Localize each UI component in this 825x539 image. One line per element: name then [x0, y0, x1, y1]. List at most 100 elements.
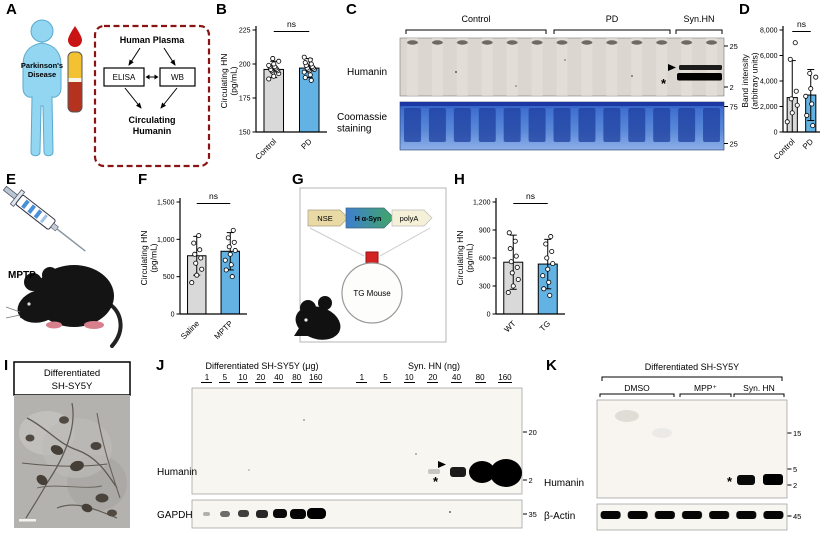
wb-label: WB: [171, 73, 184, 82]
row-label-actin: β-Actin: [544, 511, 575, 522]
protein-band: [469, 461, 495, 483]
svg-text:(arbitrary units): (arbitrary units): [750, 52, 760, 109]
panel-label-j: J: [156, 357, 165, 374]
coomassie-gel: 75 25 Coomassie staining: [337, 101, 738, 151]
band-asterisk: *: [433, 474, 439, 489]
protein-band: [220, 511, 230, 517]
wb-box: [159, 67, 196, 87]
lane-label: 160: [309, 373, 323, 384]
mw-marker: 45: [793, 512, 801, 521]
elisa-label: ELISA: [113, 73, 136, 82]
svg-text:500: 500: [163, 274, 175, 281]
svg-text:Control: Control: [254, 137, 279, 162]
panel-label-k: K: [546, 357, 557, 374]
scale-bar: [19, 519, 36, 522]
svg-text:Circulating HN: Circulating HN: [455, 231, 465, 286]
svg-text:6,000: 6,000: [760, 53, 778, 60]
svg-text:ns: ns: [797, 19, 806, 29]
group-label-mpp: MPP⁺: [694, 383, 717, 393]
row-label-humanin: Humanin: [347, 67, 387, 78]
row-label-humanin: Humanin: [157, 467, 197, 478]
patient-label: Disease: [28, 70, 56, 79]
svg-text:2,000: 2,000: [760, 104, 778, 111]
gapdh-blot: 35 GAPDH: [157, 499, 537, 529]
svg-text:Band intensity: Band intensity: [740, 54, 750, 108]
svg-text:1,000: 1,000: [157, 237, 175, 244]
lane-group-title-syn-hn: Syn. HN (ng): [407, 361, 460, 371]
lane-label: 40: [273, 373, 285, 384]
transgenic-construct-diagram: NSE H α-Syn polyA TG Mouse: [294, 187, 447, 343]
dose-response-western-blot: * 20 2 Humanin 35 GAPDH: [157, 387, 537, 529]
mw-marker: 2: [730, 83, 734, 92]
group-label-syn-hn: Syn.HN: [683, 14, 714, 24]
bar-chart-circulating-hn-pd: 150 175 200 225 Circulating HN (pg/mL) Control…: [219, 14, 330, 166]
svg-text:PD: PD: [299, 137, 313, 151]
panel-k: K Differentiated SH-SY5Y DMSO MPP⁺ Syn. …: [542, 358, 825, 537]
protein-band: [737, 475, 755, 485]
actin-blot: 45 β-Actin: [544, 503, 801, 531]
svg-text:175: 175: [239, 96, 251, 103]
patient-label: Parkinson's: [21, 61, 63, 70]
protein-band: [238, 510, 249, 517]
svg-text:900: 900: [479, 228, 491, 235]
panel-label-i: I: [4, 357, 9, 374]
lane-label: 80: [291, 373, 303, 384]
lane-label: 10: [403, 373, 415, 384]
patient-illustration: Parkinson's Disease: [21, 19, 63, 157]
bar-chart-circulating-hn-mptp: 0 500 1,000 1,500 Circulating HN (pg/mL) Salin…: [139, 186, 250, 348]
panel-i: I Differentiated SH-SY5Y: [2, 358, 154, 537]
blood-sample-illustration: [67, 26, 83, 113]
tg-mouse-circle: [341, 262, 403, 324]
panel-d: D 0 2,000 4,000 6,000 8,000 Band intensity (ar…: [733, 2, 825, 172]
lane-group-brackets: DMSO MPP⁺ Syn. HN: [599, 383, 785, 397]
panel-a: A Parkinson's Disease: [2, 2, 214, 170]
group-label-control: Control: [461, 14, 490, 24]
panel-e: E: [2, 172, 132, 358]
group-label-dmso: DMSO: [624, 383, 650, 393]
row-label-gapdh: GAPDH: [157, 510, 193, 521]
panel-label-a: A: [6, 1, 17, 18]
dashed-box: [93, 24, 211, 168]
outcome-label: Humanin: [133, 126, 172, 136]
lane-label: 80: [474, 373, 486, 384]
svg-text:Circulating HN: Circulating HN: [219, 54, 229, 109]
svg-text:MPTP: MPTP: [213, 319, 235, 341]
double-arrow-icon: [145, 74, 150, 80]
lane-label: 10: [237, 373, 249, 384]
lane-label: 5: [379, 373, 391, 384]
blood-drop-icon: [68, 26, 82, 47]
panel-label-f: F: [138, 171, 148, 188]
protein-band: [307, 508, 326, 519]
lane-group-title-shsy5y: Differentiated SH-SY5Y (μg): [205, 361, 319, 371]
svg-text:225: 225: [239, 28, 251, 35]
svg-text:Saline: Saline: [179, 319, 201, 341]
svg-text:300: 300: [479, 284, 491, 291]
construct-polya-label: polyA: [400, 214, 419, 223]
svg-text:4,000: 4,000: [760, 79, 778, 86]
svg-text:ns: ns: [526, 191, 535, 201]
bar-chart-band-intensity: 0 2,000 4,000 6,000 8,000 Band intensity (arbi…: [740, 14, 823, 166]
bar-chart-circulating-hn-tg: 0 300 600 900 1,200 Circulating HN (pg/mL) WT TG…: [455, 186, 568, 348]
panel-c: C Control: [334, 2, 740, 170]
panel-label-b: B: [216, 1, 227, 18]
study-design-diagram: Parkinson's Disease Human Plasma ELISA: [21, 19, 211, 168]
mptp-injection-diagram: MPTP: [2, 185, 123, 348]
mw-marker: 75: [730, 103, 738, 112]
svg-text:(pg/mL): (pg/mL): [149, 243, 159, 272]
mw-marker: 35: [529, 510, 537, 519]
protein-bands: [597, 504, 787, 530]
micrograph-panel: Differentiated SH-SY5Y: [13, 361, 131, 528]
protein-band: [677, 73, 722, 81]
svg-text:150: 150: [239, 130, 251, 137]
row-label-humanin: Humanin: [544, 478, 584, 489]
svg-text:0: 0: [487, 312, 491, 319]
svg-text:TG: TG: [538, 319, 552, 333]
row-label-coomassie: Coomassie: [337, 112, 387, 123]
humanin-blot: * 15 5 2 Humanin: [544, 399, 801, 499]
mouse-eye: [27, 302, 31, 306]
mw-marker: 5: [793, 465, 797, 474]
mw-marker: 15: [793, 429, 801, 438]
transgene-insert-marker: [365, 251, 379, 265]
svg-text:(pg/mL): (pg/mL): [465, 243, 475, 272]
